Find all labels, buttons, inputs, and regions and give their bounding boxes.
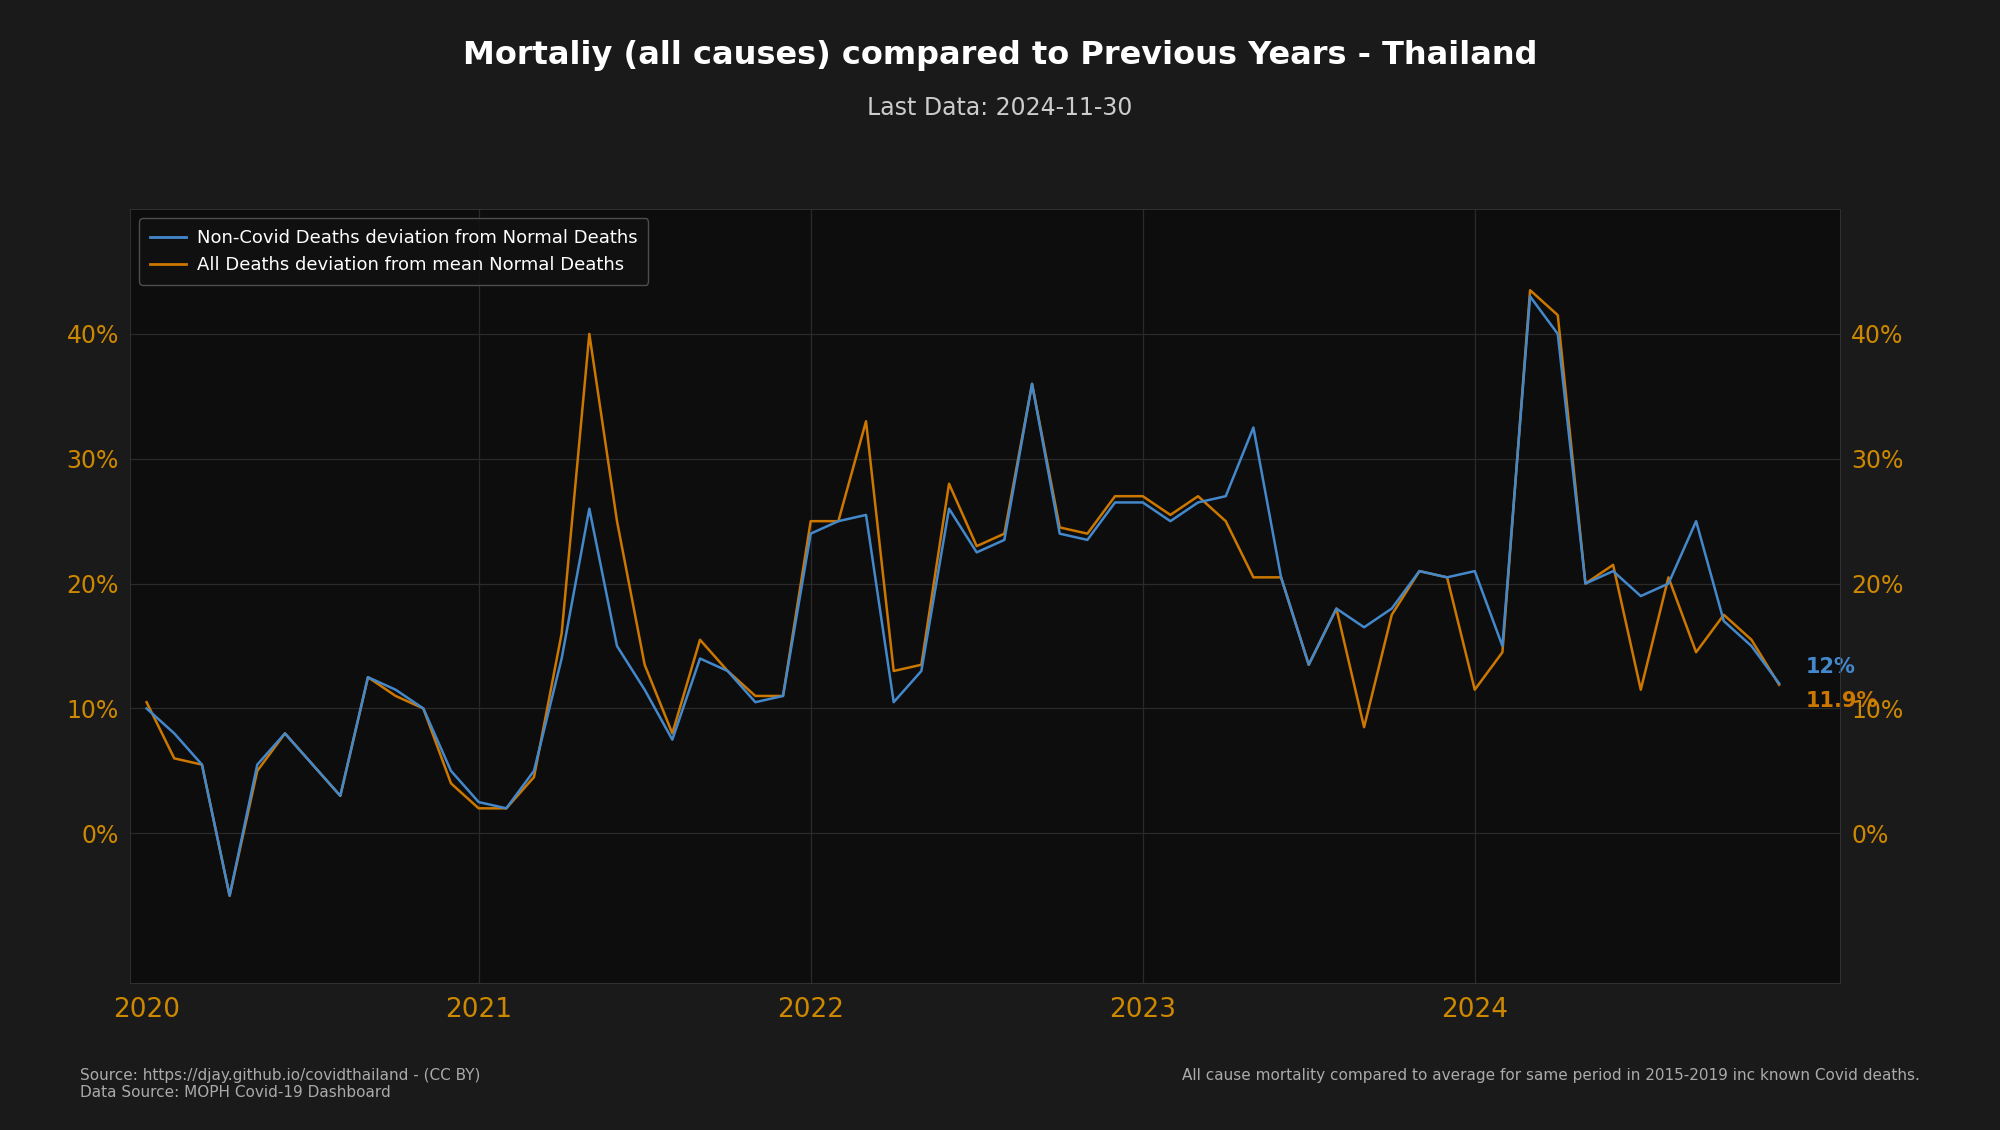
Text: Mortaliy (all causes) compared to Previous Years - Thailand: Mortaliy (all causes) compared to Previo… <box>462 40 1538 70</box>
Text: 12%: 12% <box>1806 658 1856 678</box>
Legend: Non-Covid Deaths deviation from Normal Deaths, All Deaths deviation from mean No: Non-Covid Deaths deviation from Normal D… <box>140 218 648 285</box>
Text: Last Data: 2024-11-30: Last Data: 2024-11-30 <box>868 96 1132 120</box>
Text: Source: https://djay.github.io/covidthailand - (CC BY)
Data Source: MOPH Covid-1: Source: https://djay.github.io/covidthai… <box>80 1068 480 1101</box>
Text: All cause mortality compared to average for same period in 2015-2019 inc known C: All cause mortality compared to average … <box>1182 1068 1920 1083</box>
Text: 11.9%: 11.9% <box>1806 692 1878 711</box>
